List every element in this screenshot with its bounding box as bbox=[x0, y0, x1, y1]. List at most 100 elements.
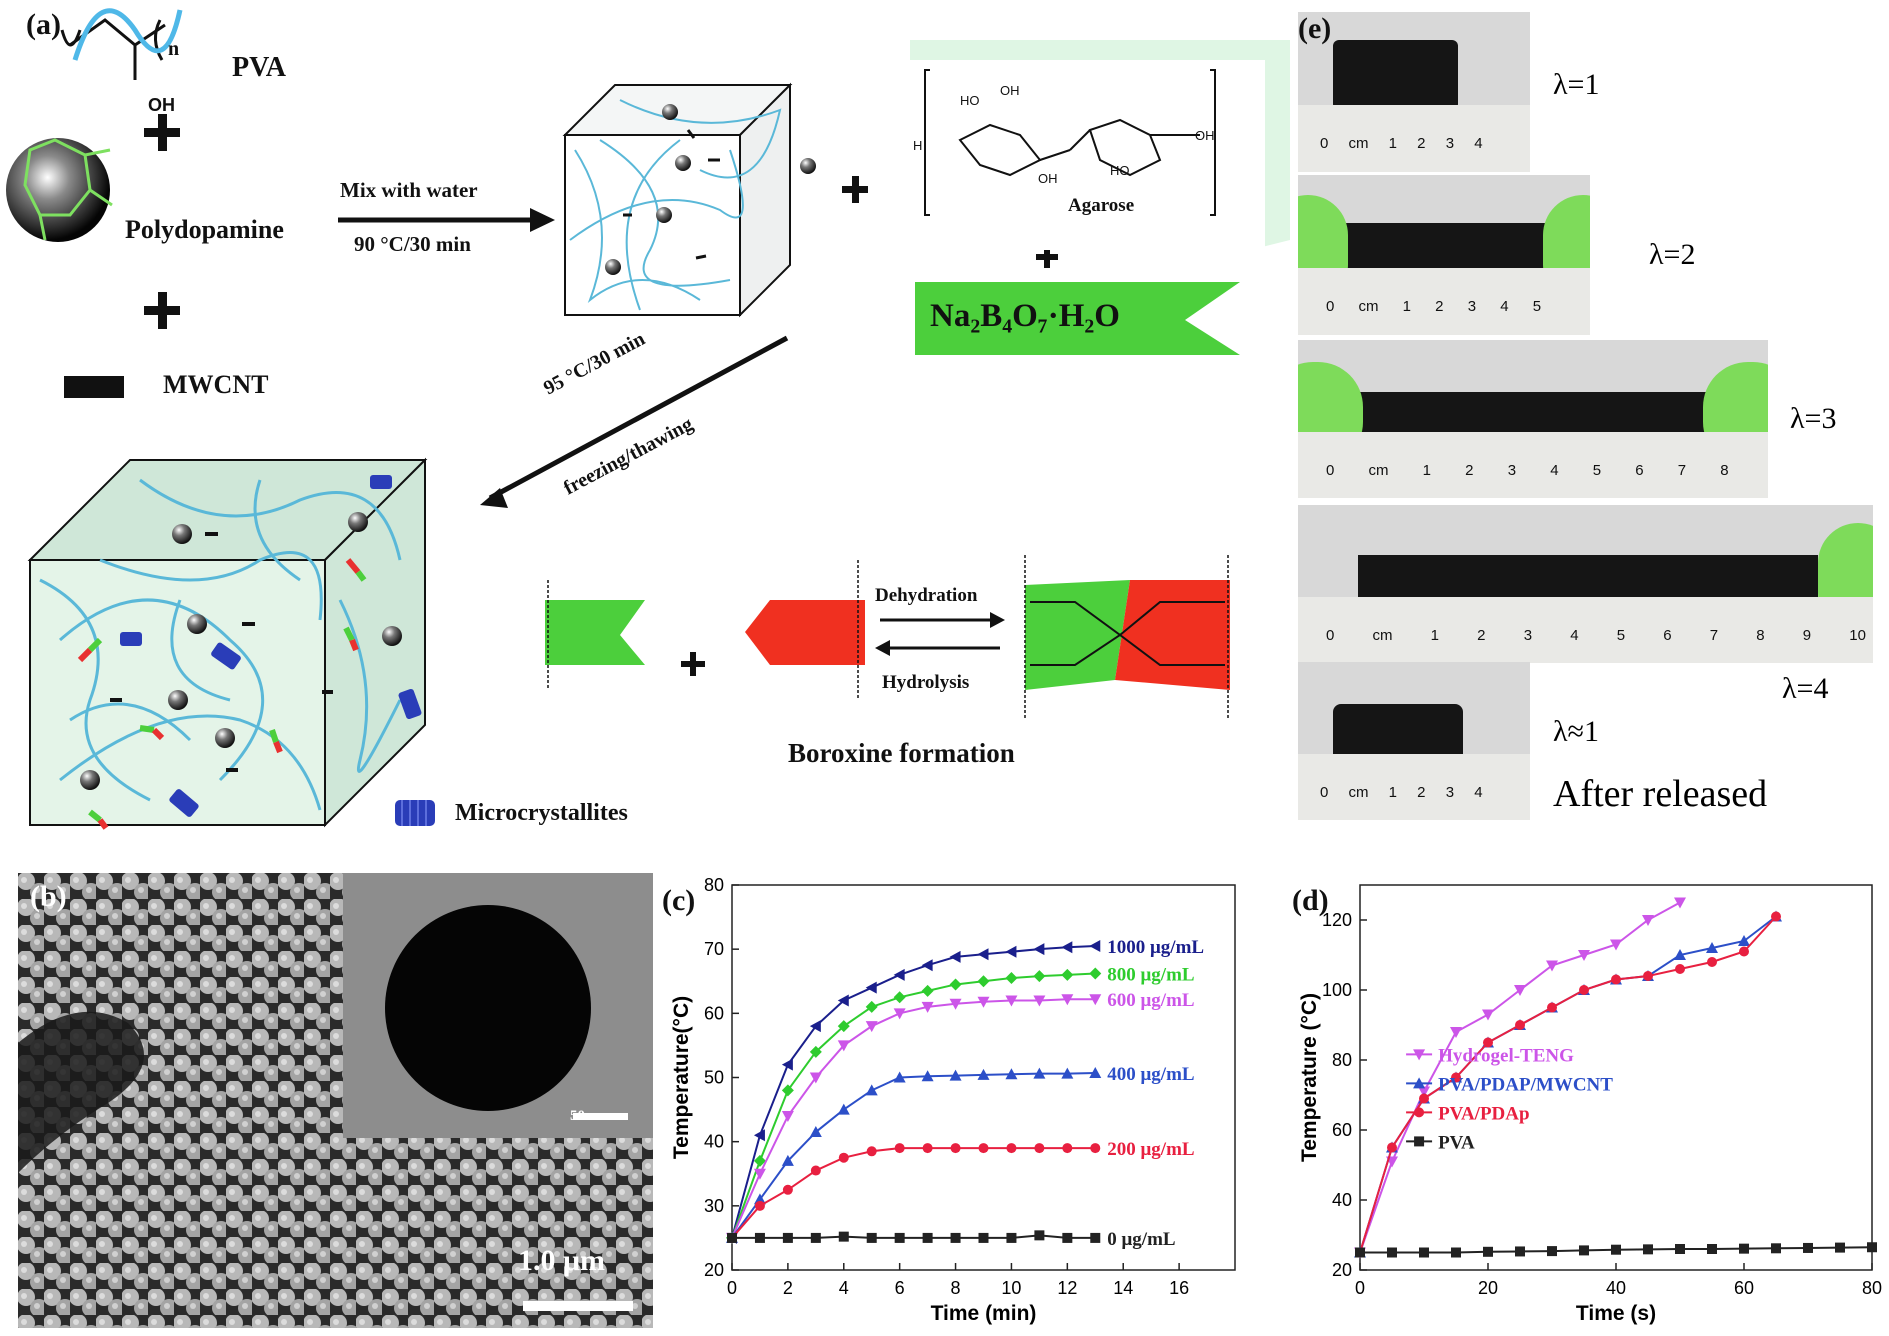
stretch-photo-3: 0 cm 1 2 3 4 5 6 7 8 bbox=[1298, 340, 1768, 498]
agarose-structure-icon: HO OH H OH HO OH bbox=[890, 40, 1290, 250]
data-point bbox=[837, 1103, 850, 1115]
series-line bbox=[731, 972, 1096, 1239]
inset-scale-label: 50 nm bbox=[570, 1108, 610, 1124]
x-tick-label: 10 bbox=[1001, 1278, 1021, 1298]
data-point bbox=[1867, 1242, 1877, 1253]
microcrystallites-label: Microcrystallites bbox=[455, 800, 628, 826]
data-point bbox=[1643, 971, 1653, 981]
data-point bbox=[1739, 1243, 1749, 1254]
data-point bbox=[753, 1168, 766, 1180]
y-tick-label: 60 bbox=[1332, 1120, 1352, 1140]
data-point bbox=[1803, 1242, 1813, 1253]
data-point bbox=[977, 1068, 990, 1080]
data-point bbox=[1547, 1002, 1557, 1013]
y-tick-label: 60 bbox=[704, 1003, 724, 1023]
legend-marker bbox=[1413, 1077, 1426, 1089]
data-point bbox=[1643, 1244, 1653, 1255]
borax-label: Na₂B₄O₇·H₂O bbox=[930, 298, 1120, 334]
data-point bbox=[950, 1232, 961, 1243]
freeze-thaw-arrow-icon bbox=[480, 335, 789, 508]
data-point bbox=[1418, 1086, 1430, 1098]
data-point bbox=[949, 950, 961, 963]
series-line bbox=[731, 998, 1096, 1239]
ruler-scale: 0 cm 1 2 3 4 bbox=[1320, 134, 1483, 152]
data-point bbox=[1005, 972, 1018, 985]
hydrogel-sample bbox=[1333, 40, 1458, 110]
svg-text:H: H bbox=[913, 138, 922, 153]
x-tick-label: 2 bbox=[783, 1278, 793, 1298]
data-point bbox=[1610, 939, 1622, 951]
legend-entry: PVA/PDAp bbox=[1438, 1103, 1530, 1124]
series-label: 0 μg/mL bbox=[1107, 1229, 1175, 1250]
data-point bbox=[781, 1154, 794, 1166]
hydrolysis-label: Hydrolysis bbox=[882, 672, 970, 693]
data-point bbox=[977, 996, 990, 1008]
data-point bbox=[1061, 968, 1074, 981]
plus-icons bbox=[144, 114, 1058, 676]
x-tick-label: 6 bbox=[895, 1278, 905, 1298]
series-line bbox=[731, 1072, 1096, 1239]
y-tick-label: 20 bbox=[704, 1260, 724, 1280]
data-point bbox=[837, 1040, 850, 1052]
data-point bbox=[1419, 1093, 1429, 1104]
legend-entry: PVA/PDAP/MWCNT bbox=[1438, 1074, 1613, 1095]
data-point bbox=[1061, 941, 1073, 954]
stretch-label-1: λ=1 bbox=[1553, 68, 1600, 101]
data-point bbox=[921, 959, 933, 972]
stretch-photo-4: 0 cm 1 2 3 4 5 6 7 8 9 10 bbox=[1298, 505, 1873, 663]
panel-label-a: (a) bbox=[26, 8, 61, 41]
mwcnt-label: MWCNT bbox=[163, 370, 269, 399]
data-point bbox=[1061, 994, 1074, 1006]
panel-label-b: (b) bbox=[30, 880, 67, 913]
x-axis-label: Time (s) bbox=[1576, 1302, 1656, 1325]
series-label: 400 μg/mL bbox=[1107, 1064, 1194, 1085]
data-point bbox=[977, 975, 990, 988]
panel-label-c: (c) bbox=[662, 884, 696, 917]
x-tick-label: 20 bbox=[1478, 1278, 1498, 1298]
series-line bbox=[1359, 915, 1777, 1253]
data-point bbox=[727, 1232, 737, 1243]
hydrogel-cube-icon bbox=[27, 457, 428, 830]
inset-scale-bar bbox=[573, 1113, 628, 1120]
svg-text:HO: HO bbox=[960, 93, 980, 108]
data-point bbox=[753, 1154, 766, 1167]
series-label: 200 μg/mL bbox=[1107, 1139, 1194, 1160]
data-point bbox=[1579, 985, 1589, 995]
stretch-label-2: λ=2 bbox=[1649, 238, 1696, 271]
data-point bbox=[949, 978, 962, 991]
data-point bbox=[1579, 1245, 1589, 1256]
svg-text:HO: HO bbox=[1110, 163, 1130, 178]
stretch-label-5: λ≈1 bbox=[1553, 715, 1600, 748]
data-point bbox=[1771, 1243, 1781, 1254]
x-tick-label: 4 bbox=[839, 1278, 849, 1298]
data-point bbox=[1451, 1072, 1461, 1083]
data-point bbox=[754, 1232, 765, 1243]
data-point bbox=[809, 1072, 822, 1084]
data-point bbox=[1611, 974, 1621, 985]
y-tick-label: 80 bbox=[1332, 1050, 1352, 1070]
tem-particle bbox=[385, 905, 591, 1111]
data-point bbox=[1578, 950, 1590, 961]
data-point bbox=[781, 1084, 794, 1097]
x-axis-label: Time (min) bbox=[931, 1302, 1037, 1325]
data-point bbox=[1089, 939, 1101, 952]
data-point bbox=[1738, 935, 1750, 946]
data-point bbox=[1033, 1067, 1046, 1079]
data-point bbox=[922, 1232, 933, 1243]
data-point bbox=[809, 1045, 822, 1058]
data-point bbox=[1033, 995, 1046, 1007]
data-point bbox=[977, 948, 989, 961]
microcrystallite-legend-icon bbox=[395, 800, 435, 826]
x-tick-label: 14 bbox=[1113, 1278, 1133, 1298]
sem-image bbox=[18, 873, 653, 1328]
data-point bbox=[1674, 897, 1686, 909]
y-tick-label: 50 bbox=[704, 1068, 724, 1088]
y-tick-label: 40 bbox=[704, 1132, 724, 1152]
data-point bbox=[865, 1000, 878, 1013]
data-point bbox=[781, 1111, 794, 1122]
boroxine-title: Boroxine formation bbox=[788, 738, 1015, 768]
x-tick-label: 60 bbox=[1734, 1278, 1754, 1298]
borax-flag-icon bbox=[915, 282, 1240, 355]
svg-text:OH: OH bbox=[1038, 171, 1058, 186]
